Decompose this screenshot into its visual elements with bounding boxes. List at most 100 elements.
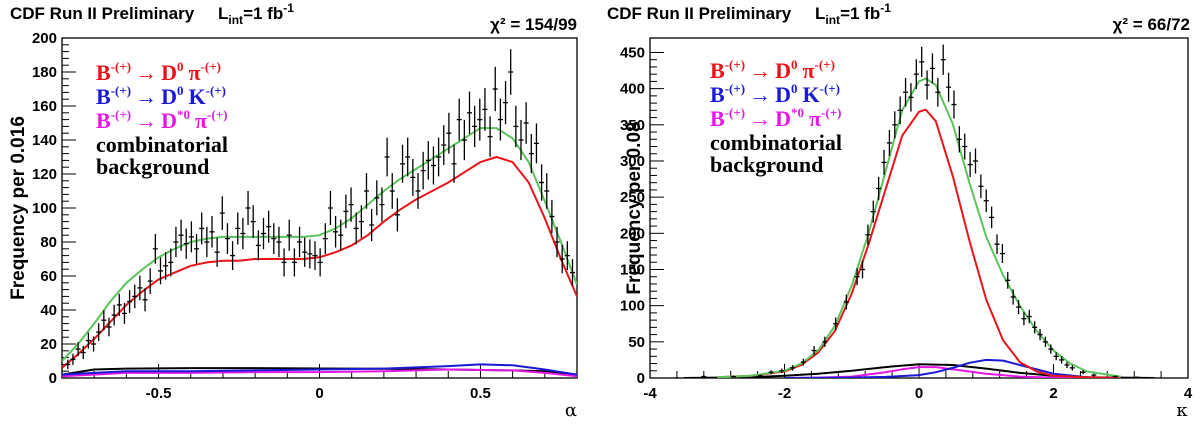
y-tick-label: 20 bbox=[40, 336, 57, 353]
legend-mid: D bbox=[775, 82, 791, 107]
legend-sup2: 0 bbox=[177, 59, 184, 74]
x-axis-label: α bbox=[565, 400, 577, 421]
legend-tail: K bbox=[188, 84, 205, 109]
legend-sup3: -(+) bbox=[821, 105, 841, 120]
lumi-prefix: L bbox=[815, 4, 825, 23]
legend-entry-1: B-(+) → D0 π-(+) bbox=[96, 59, 221, 85]
legend-arrow: → bbox=[135, 84, 157, 109]
y-tick-label: 200 bbox=[620, 225, 645, 242]
legend-text-1: combinatorial bbox=[710, 130, 842, 155]
legend-mid: D bbox=[161, 84, 177, 109]
series-line-0 bbox=[62, 127, 577, 362]
chi2-label: χ² = 66/72 bbox=[1113, 15, 1190, 34]
x-tick-label: -2 bbox=[778, 385, 791, 402]
legend-arrow: → bbox=[749, 106, 771, 131]
legend-entry-2: B-(+) → D0 K-(+) bbox=[710, 81, 840, 107]
legend-sup1: -(+) bbox=[111, 83, 131, 98]
luminosity-label: Lint=1 fb-1 bbox=[218, 1, 294, 27]
experiment-label: CDF Run II Preliminary bbox=[10, 4, 195, 23]
legend-sup1: -(+) bbox=[725, 57, 745, 72]
legend-arrow: → bbox=[135, 60, 157, 85]
legend-sup2: *0 bbox=[791, 105, 804, 120]
series-line-2 bbox=[62, 363, 577, 376]
x-tick-label: -4 bbox=[643, 385, 657, 402]
x-tick-label: 2 bbox=[1049, 385, 1057, 402]
legend-sup3: -(+) bbox=[820, 81, 840, 96]
y-tick-label: 0 bbox=[637, 370, 645, 387]
series-line-3 bbox=[62, 368, 577, 378]
y-tick-label: 200 bbox=[32, 30, 57, 47]
legend-base: B bbox=[96, 60, 111, 85]
legend-base: B bbox=[96, 84, 111, 109]
legend-sup1: -(+) bbox=[725, 105, 745, 120]
legend-entry-3: B-(+) → D*0 π-(+) bbox=[96, 107, 227, 133]
legend-sup3: -(+) bbox=[201, 59, 221, 74]
y-tick-label: 50 bbox=[628, 334, 645, 351]
legend-arrow: → bbox=[749, 58, 771, 83]
y-axis-label: Frequency per 0.08 bbox=[624, 121, 645, 294]
legend-tail: π bbox=[195, 108, 207, 133]
series-line-2 bbox=[784, 358, 1121, 378]
y-tick-label: 80 bbox=[40, 234, 57, 251]
chart-panel-2: CDF Run II Preliminary Lint=1 fb-1 χ² = 66… bbox=[607, 1, 1193, 421]
y-tick-label: 150 bbox=[620, 261, 645, 278]
legend-sup2: *0 bbox=[177, 107, 190, 122]
lumi-prefix: L bbox=[218, 4, 228, 23]
y-tick-label: 40 bbox=[40, 302, 57, 319]
y-tick-label: 140 bbox=[32, 132, 57, 149]
lumi-subscript: int bbox=[825, 13, 840, 27]
legend-base: B bbox=[710, 106, 725, 131]
legend-tail: π bbox=[809, 106, 821, 131]
legend-sup3: -(+) bbox=[815, 57, 835, 72]
x-tick-label: 4 bbox=[1184, 385, 1193, 402]
legend-mid: D bbox=[161, 108, 177, 133]
x-axis-label: κ bbox=[1176, 400, 1188, 421]
legend-arrow: → bbox=[135, 108, 157, 133]
legend-sup2: 0 bbox=[177, 83, 184, 98]
luminosity-label: Lint=1 fb-1 bbox=[815, 1, 891, 27]
legend-sup2: 0 bbox=[791, 81, 798, 96]
legend-sup2: 0 bbox=[791, 57, 798, 72]
y-tick-label: 60 bbox=[40, 268, 57, 285]
series-line-0 bbox=[717, 77, 1121, 378]
legend-sup1: -(+) bbox=[111, 107, 131, 122]
y-tick-label: 100 bbox=[620, 298, 645, 315]
legend-entry-2: B-(+) → D0 K-(+) bbox=[96, 83, 226, 109]
legend-mid: D bbox=[775, 106, 791, 131]
legend-text-2: background bbox=[710, 152, 823, 177]
lumi-value: =1 fb bbox=[840, 4, 880, 23]
legend-arrow: → bbox=[749, 82, 771, 107]
curves-group bbox=[62, 49, 577, 378]
x-tick-label: -0.5 bbox=[146, 385, 172, 402]
legend-sup3: -(+) bbox=[207, 107, 227, 122]
lumi-superscript: -1 bbox=[880, 1, 891, 15]
lumi-value: =1 fb bbox=[243, 4, 283, 23]
y-tick-label: 400 bbox=[620, 81, 645, 98]
y-tick-label: 100 bbox=[32, 200, 57, 217]
legend-text-2: background bbox=[96, 154, 209, 179]
legend-text-1: combinatorial bbox=[96, 132, 228, 157]
lumi-subscript: int bbox=[228, 13, 243, 27]
legend-sup1: -(+) bbox=[111, 59, 131, 74]
legend-base: B bbox=[710, 58, 725, 83]
chi2-label: χ² = 154/99 bbox=[490, 15, 577, 34]
legend-mid: D bbox=[775, 58, 791, 83]
y-tick-label: 350 bbox=[620, 117, 645, 134]
legend-base: B bbox=[96, 108, 111, 133]
y-tick-label: 250 bbox=[620, 189, 645, 206]
x-tick-label: 0.5 bbox=[470, 385, 491, 402]
y-tick-label: 300 bbox=[620, 153, 645, 170]
chart-panel-1: CDF Run II Preliminary Lint=1 fb-1 χ² = 15… bbox=[8, 1, 578, 421]
x-tick-label: 0 bbox=[315, 385, 323, 402]
legend-entry-3: B-(+) → D*0 π-(+) bbox=[710, 105, 841, 131]
legend-tail: K bbox=[802, 82, 819, 107]
y-tick-label: 450 bbox=[620, 44, 645, 61]
legend-base: B bbox=[710, 82, 725, 107]
legend-sup1: -(+) bbox=[725, 81, 745, 96]
legend-tail: π bbox=[802, 58, 814, 83]
legend-mid: D bbox=[161, 60, 177, 85]
x-tick-label: 0 bbox=[915, 385, 923, 402]
y-axis-label: Frequency per 0.016 bbox=[8, 116, 29, 300]
curves-group bbox=[674, 44, 1155, 378]
